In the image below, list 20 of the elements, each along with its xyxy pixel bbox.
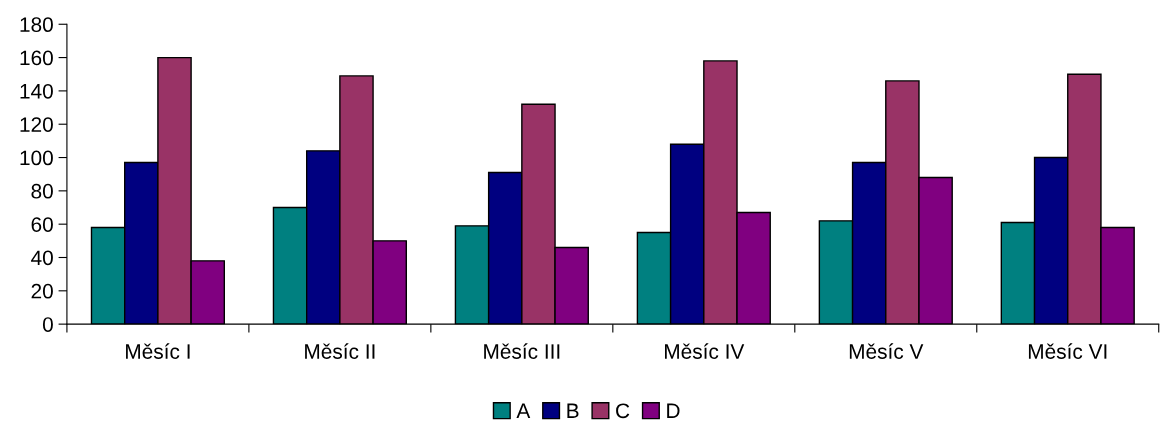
- y-tick-label: 40: [31, 250, 53, 266]
- legend-label: D: [667, 403, 680, 418]
- x-tick-label: Měsíc IV: [665, 343, 745, 359]
- x-tick-label: Měsíc II: [305, 343, 375, 359]
- y-tick-label: 180: [20, 17, 53, 33]
- y-tick-label: 80: [31, 183, 53, 199]
- x-tick-label: Měsíc III: [484, 343, 560, 359]
- y-tick-label: 100: [20, 150, 53, 166]
- y-tick-label: 0: [42, 317, 53, 332]
- legend-label: B: [567, 403, 579, 418]
- y-tick-label: 60: [31, 217, 53, 232]
- legend-label: C: [616, 403, 630, 419]
- x-tick-label: Měsíc I: [126, 343, 190, 359]
- x-tick-label: Měsíc VI: [1028, 343, 1107, 359]
- y-tick-label: 160: [20, 50, 53, 66]
- x-tick-label: Měsíc V: [849, 343, 924, 359]
- y-tick-label: 140: [20, 83, 53, 99]
- y-tick-label: 20: [31, 283, 53, 299]
- y-tick-label: 120: [20, 117, 53, 132]
- legend-label: A: [516, 403, 531, 418]
